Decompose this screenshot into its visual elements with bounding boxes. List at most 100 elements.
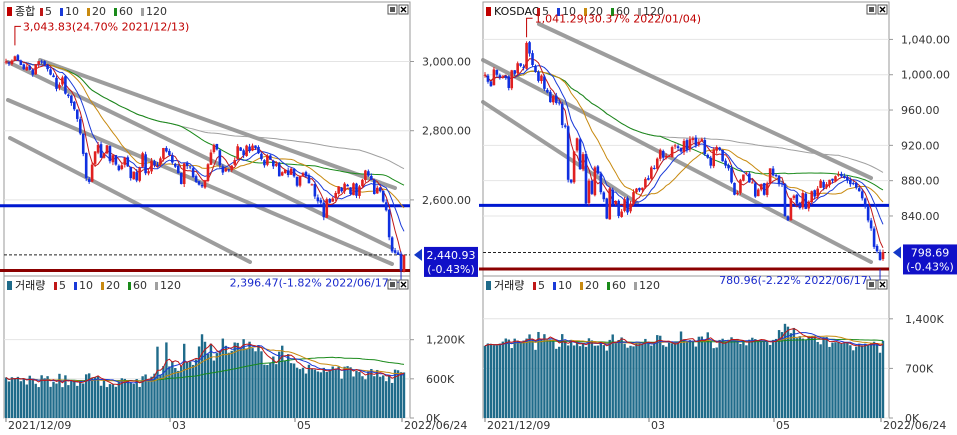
- volume-bar: [319, 372, 323, 418]
- volume-moving-averages: [484, 328, 884, 347]
- candle-body: [869, 220, 873, 229]
- x-tick-label: 05: [297, 419, 311, 432]
- volume-window-close-button[interactable]: [877, 279, 888, 290]
- volume-bar: [614, 342, 617, 418]
- volume-bar: [546, 339, 549, 418]
- candle-body: [851, 183, 855, 185]
- candle-body: [798, 202, 802, 209]
- volume-bar: [834, 342, 837, 418]
- volume-bar: [76, 385, 79, 418]
- window-close-button[interactable]: [398, 4, 409, 15]
- volume-window-minimize-button[interactable]: [387, 279, 398, 290]
- volume-bar: [286, 354, 290, 418]
- volume-bar: [869, 343, 873, 418]
- volume-bar: [40, 375, 43, 418]
- volume-bar: [129, 382, 132, 418]
- volume-bar: [590, 340, 594, 418]
- volume-bar: [283, 360, 287, 418]
- candle-body: [667, 155, 671, 157]
- candle-body: [370, 175, 373, 180]
- window-close-button[interactable]: [877, 4, 888, 15]
- volume-bar: [278, 351, 281, 418]
- candle-body: [212, 144, 216, 153]
- candle-body: [872, 228, 876, 247]
- volume-bar: [191, 364, 195, 418]
- volume-window-minimize-button[interactable]: [866, 279, 877, 290]
- candle-body: [534, 65, 537, 73]
- x-tick-label: 03: [651, 419, 665, 432]
- volume-bar: [49, 386, 52, 418]
- volume-bar: [617, 339, 620, 418]
- x-axis: 2021/12/09 03 05 2022/06/24: [5, 418, 467, 432]
- legend-swatch: [114, 8, 117, 16]
- volume-tick-label: 600K: [426, 373, 455, 386]
- candle-body: [694, 137, 698, 146]
- volume-ma5-line: [5, 343, 405, 386]
- volume-bar: [751, 337, 754, 418]
- legend-period-label: 10: [558, 279, 572, 292]
- volume-bar: [194, 359, 198, 418]
- volume-bar: [537, 331, 540, 418]
- candle-body: [22, 64, 26, 70]
- candle-body: [617, 200, 620, 216]
- volume-bar: [313, 369, 317, 418]
- volume-window-close-button[interactable]: [398, 279, 409, 290]
- x-axis: 2021/12/09 03 05 2022/06/24: [484, 418, 946, 432]
- volume-bar: [525, 338, 528, 418]
- volume-bar: [801, 338, 805, 418]
- volume-bar: [239, 348, 242, 418]
- candle-body: [540, 75, 543, 82]
- candle-body: [70, 95, 73, 104]
- candle-body: [501, 76, 505, 78]
- volume-bar: [370, 368, 373, 418]
- legend-swatch: [553, 282, 556, 290]
- volume-bar: [528, 334, 531, 418]
- candle-body: [590, 180, 594, 194]
- volume-bar: [733, 340, 736, 418]
- volume-bar: [245, 348, 248, 418]
- candle-body: [816, 188, 819, 197]
- candle-body: [819, 180, 822, 188]
- legend-period-label: 60: [133, 279, 147, 292]
- candle-body: [638, 187, 641, 191]
- candle-body: [147, 171, 150, 174]
- volume-bar: [605, 350, 608, 418]
- volume-bar: [393, 369, 397, 418]
- window-minimize-button[interactable]: [387, 4, 398, 15]
- legend-swatch: [584, 8, 587, 16]
- volume-bar: [55, 383, 58, 418]
- candle-body: [522, 66, 525, 68]
- legend-marker: [7, 7, 12, 16]
- candle-body: [58, 85, 61, 88]
- volume-bar: [266, 365, 269, 418]
- candle-body: [721, 149, 724, 162]
- candle-body: [792, 195, 796, 199]
- volume-bar: [501, 341, 505, 418]
- candle-body: [685, 140, 689, 150]
- volume-bar: [212, 360, 216, 418]
- volume-bar: [185, 362, 189, 418]
- candle-body: [647, 178, 650, 180]
- candle-body: [578, 139, 582, 170]
- candle-body: [843, 175, 846, 179]
- window-minimize-button[interactable]: [866, 4, 877, 15]
- volume-bar: [382, 375, 385, 418]
- candle-body: [652, 167, 656, 169]
- candle-body: [289, 168, 293, 175]
- candle-body: [605, 198, 609, 219]
- candle-body: [153, 161, 156, 166]
- price-tick-label: 1,040.00: [901, 33, 950, 46]
- volume-bar: [563, 341, 567, 418]
- high-annotation-label: 3,043.83(24.70% 2021/12/13): [23, 20, 189, 33]
- volume-bar: [572, 345, 576, 418]
- candle-body: [658, 149, 662, 159]
- candle-body: [239, 147, 242, 151]
- x-tick-label: 05: [776, 419, 790, 432]
- candle-body: [759, 184, 763, 190]
- candle-body: [61, 77, 64, 85]
- candle-body: [753, 183, 757, 197]
- low-annotation-label: 2,396.47(-1.82% 2022/06/17): [230, 276, 393, 289]
- volume-bar: [387, 375, 391, 418]
- candle-body: [185, 162, 189, 166]
- candle-body: [272, 160, 275, 167]
